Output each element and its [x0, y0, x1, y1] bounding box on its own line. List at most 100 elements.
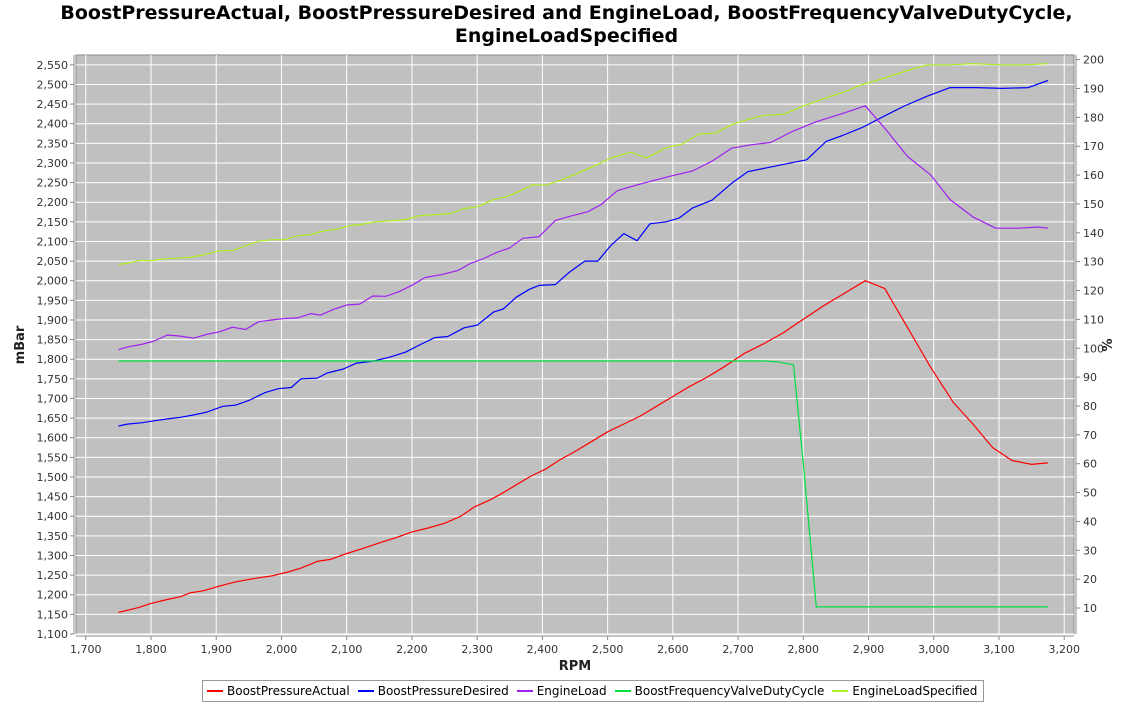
chart-title: BoostPressureActual, BoostPressureDesire… — [0, 2, 1133, 48]
legend-item-engine-load: EngineLoad — [516, 684, 607, 698]
y2-tick-label: 100 — [1083, 342, 1104, 355]
x-tick-label: 3,000 — [918, 643, 950, 656]
legend: BoostPressureActual BoostPressureDesired E… — [202, 680, 985, 702]
x-tick-label: 2,000 — [266, 643, 298, 656]
y2-tick-label: 130 — [1083, 256, 1104, 269]
y2-tick-label: 140 — [1083, 227, 1104, 240]
x-tick-label: 2,400 — [527, 643, 559, 656]
y-tick-label: 2,250 — [37, 177, 69, 190]
x-tick-label: 1,700 — [70, 643, 102, 656]
grid — [76, 55, 1074, 635]
series-line-engine-load — [118, 105, 1048, 351]
series-line-boost-pressure-actual — [118, 280, 1048, 613]
y-tick-label: 1,350 — [37, 530, 69, 543]
y-tick-label: 1,950 — [37, 294, 69, 307]
y2-tick-label: 80 — [1083, 400, 1097, 413]
chart-title-line-1: BoostPressureActual, BoostPressureDesire… — [60, 2, 1073, 24]
y-tick-label: 1,750 — [37, 373, 69, 386]
y2-tick-label: 150 — [1083, 198, 1104, 211]
legend-label: EngineLoadSpecified — [852, 684, 978, 698]
y-tick-label: 2,100 — [37, 235, 69, 248]
legend-swatch — [516, 690, 533, 692]
legend-item-boost-frequency-valve-duty-cycle: BoostFrequencyValveDutyCycle — [614, 684, 825, 698]
legend-item-boost-pressure-desired: BoostPressureDesired — [357, 684, 509, 698]
y2-tick-label: 180 — [1083, 111, 1104, 124]
legend-item-boost-pressure-actual: BoostPressureActual — [207, 684, 350, 698]
y-tick-label: 1,250 — [37, 569, 69, 582]
legend-swatch — [207, 690, 223, 692]
x-tick-label: 2,100 — [331, 643, 363, 656]
y2-tick-label: 200 — [1083, 54, 1104, 67]
y-tick-label: 1,800 — [37, 353, 69, 366]
y2-tick-label: 190 — [1083, 82, 1104, 95]
y-tick-label: 1,600 — [37, 432, 69, 445]
x-axis-label: RPM — [559, 659, 591, 674]
x-axis: 1,700 1,800 1,900 2,000 2,100 2,200 2,300 2,400… — [70, 635, 1080, 656]
y2-tick-label: 10 — [1083, 602, 1097, 615]
y2-tick-label: 90 — [1083, 371, 1097, 384]
chart: 1,700 1,800 1,900 2,000 2,100 2,200 2,300 2,400… — [13, 54, 1116, 674]
y-tick-label: 1,700 — [37, 392, 69, 405]
legend-label: BoostPressureActual — [227, 684, 350, 698]
y-tick-label: 1,850 — [37, 334, 69, 347]
y-tick-label: 2,500 — [37, 78, 69, 91]
x-tick-label: 2,600 — [657, 643, 689, 656]
y-tick-label: 2,000 — [37, 275, 69, 288]
y-tick-label: 2,350 — [37, 137, 69, 150]
x-tick-label: 2,200 — [396, 643, 428, 656]
y2-tick-label: 170 — [1083, 140, 1104, 153]
y-axis-label: mBar — [13, 325, 28, 364]
legend-swatch — [832, 690, 849, 692]
y-tick-label: 2,400 — [37, 118, 69, 131]
x-tick-label: 2,500 — [592, 643, 624, 656]
series-line-engine-load-specified — [118, 63, 1048, 266]
y-tick-label: 1,500 — [37, 471, 69, 484]
series-layer — [118, 63, 1049, 613]
y2-tick-label: 50 — [1083, 487, 1097, 500]
y2-tick-label: 30 — [1083, 544, 1097, 557]
y-axis-left: 1,100 1,150 1,200 1,250 1,300 1,350 1,400 1,450… — [37, 55, 75, 641]
y-tick-label: 2,300 — [37, 157, 69, 170]
legend-label: BoostPressureDesired — [377, 684, 509, 698]
y-tick-label: 1,400 — [37, 510, 69, 523]
y-tick-label: 1,900 — [37, 314, 69, 327]
y2-tick-label: 60 — [1083, 458, 1097, 471]
legend-label: EngineLoad — [536, 684, 607, 698]
y2-tick-label: 110 — [1083, 313, 1104, 326]
y-tick-label: 1,100 — [37, 628, 69, 641]
y-axis-right: 10 20 30 40 50 60 70 80 90 100 110 120 130 140 150 160 1… — [1075, 54, 1104, 634]
y-tick-label: 1,650 — [37, 412, 69, 425]
y-tick-label: 1,300 — [37, 549, 69, 562]
y2-tick-label: 20 — [1083, 573, 1097, 586]
y-tick-label: 2,150 — [37, 216, 69, 229]
y-tick-label: 2,550 — [37, 59, 69, 72]
legend-swatch — [357, 690, 374, 692]
series-line-boost-frequency-valve-duty-cycle — [118, 360, 1048, 608]
x-tick-label: 1,900 — [200, 643, 232, 656]
x-tick-label: 2,300 — [461, 643, 493, 656]
legend-label: BoostFrequencyValveDutyCycle — [634, 684, 825, 698]
x-tick-label: 2,700 — [722, 643, 754, 656]
x-tick-label: 3,100 — [983, 643, 1015, 656]
y2-tick-label: 70 — [1083, 429, 1097, 442]
y2-axis-label: % — [1101, 338, 1116, 351]
series-line-boost-pressure-desired — [118, 79, 1049, 427]
legend-swatch — [614, 690, 631, 692]
y-tick-label: 1,550 — [37, 451, 69, 464]
x-tick-label: 3,200 — [1048, 643, 1080, 656]
y-tick-label: 2,450 — [37, 98, 69, 111]
y2-tick-label: 160 — [1083, 169, 1104, 182]
x-tick-label: 2,800 — [788, 643, 820, 656]
y-tick-label: 1,150 — [37, 608, 69, 621]
y-tick-label: 2,200 — [37, 196, 69, 209]
y-tick-label: 1,200 — [37, 589, 69, 602]
x-tick-label: 2,900 — [853, 643, 885, 656]
plot-area — [75, 54, 1075, 635]
y-tick-label: 2,050 — [37, 255, 69, 268]
x-tick-label: 1,800 — [135, 643, 167, 656]
legend-item-engine-load-specified: EngineLoadSpecified — [832, 684, 977, 698]
y2-tick-label: 120 — [1083, 285, 1104, 298]
y2-tick-label: 40 — [1083, 515, 1097, 528]
y-tick-label: 1,450 — [37, 491, 69, 504]
chart-title-line-2: EngineLoadSpecified — [454, 25, 679, 47]
